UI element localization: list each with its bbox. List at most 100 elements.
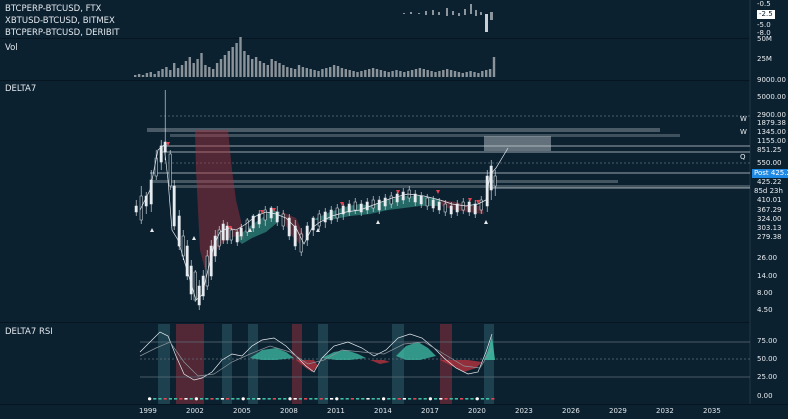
candle-body	[134, 205, 138, 213]
rsi-bull-fill-4	[484, 336, 495, 360]
time-marker	[397, 398, 401, 400]
pane-divider-rsi[interactable]	[0, 322, 788, 323]
time-marker-dot	[475, 397, 479, 401]
time-marker	[449, 398, 453, 400]
volume-bar	[340, 68, 344, 77]
volume-bar	[434, 72, 437, 77]
volume-pane-title[interactable]: Vol	[5, 43, 18, 53]
volume-bar	[282, 65, 285, 77]
candle-body	[299, 233, 303, 253]
time-marker	[465, 398, 469, 400]
time-marker	[361, 398, 365, 400]
volume-bar	[364, 70, 367, 77]
time-marker	[350, 398, 354, 400]
volume-bar	[243, 51, 246, 77]
time-marker	[402, 398, 406, 400]
volume-bar	[219, 59, 223, 77]
volume-bar	[266, 65, 269, 77]
candle-body	[389, 195, 393, 205]
volume-bar	[371, 68, 375, 77]
year-label: 2002	[186, 407, 204, 415]
volume-bar	[438, 71, 441, 77]
candle-body	[305, 225, 309, 241]
volume-bar	[336, 66, 340, 77]
year-label: 2014	[374, 407, 392, 415]
volume-bar	[262, 63, 266, 77]
candle-body	[263, 209, 267, 221]
volume-bar	[239, 37, 242, 77]
time-marker	[309, 398, 313, 400]
rsi-pane-title[interactable]: DELTA7 RSI	[5, 327, 53, 337]
year-label: 2026	[562, 407, 580, 415]
price-axis-label: 324.00	[757, 215, 782, 223]
volume-bar	[149, 72, 152, 77]
volume-bar	[332, 65, 336, 77]
volume-bar	[321, 69, 324, 77]
volume-bar	[137, 74, 141, 77]
volume-bar	[426, 70, 429, 77]
volume-bar	[461, 73, 464, 77]
volume-bar	[293, 69, 297, 77]
candle-body	[287, 217, 291, 237]
time-marker	[153, 398, 157, 400]
candle-body	[323, 211, 327, 223]
price-axis-label: 4.50	[757, 306, 773, 314]
rsi-signal-line	[139, 341, 493, 377]
volume-bar	[200, 53, 203, 77]
time-marker	[340, 398, 344, 400]
volume-bar	[430, 71, 433, 77]
volume-bar	[403, 72, 406, 77]
legend-symbol-bitmex[interactable]: XBTUSD-BTCUSD, BITMEX	[5, 16, 115, 26]
time-marker	[314, 398, 318, 400]
price-axis-background	[750, 0, 788, 404]
candle-body	[239, 227, 243, 237]
volume-bar	[247, 55, 250, 77]
candle-body	[235, 231, 239, 243]
candle-body	[479, 199, 483, 211]
volume-bar	[274, 61, 277, 77]
price-axis-label: 26.00	[757, 254, 778, 262]
delta-pane-title[interactable]: DELTA7	[5, 84, 37, 94]
candle-body	[245, 219, 249, 233]
time-marker	[226, 398, 230, 400]
volume-bars	[134, 37, 496, 77]
price-axis-label: 425.22	[757, 178, 782, 186]
volume-bar	[485, 70, 488, 77]
vol-axis-label-25m: 25M	[757, 55, 772, 63]
candle-body	[473, 203, 477, 215]
price-axis-label: 410.01	[757, 196, 782, 204]
year-label: 2017	[421, 407, 439, 415]
price-axis-label: 1155.00	[757, 137, 786, 145]
time-marker	[272, 398, 276, 400]
rsi-axis-label-75: 75.00	[757, 337, 778, 345]
candle-body	[251, 215, 255, 229]
volume-bar	[235, 43, 238, 77]
top-axis-label-highlighted: -2.5	[757, 10, 775, 19]
volume-bar	[176, 68, 180, 77]
volume-bar	[145, 73, 149, 77]
candle-body	[275, 211, 279, 223]
pane-divider-time[interactable]	[0, 404, 788, 405]
legend-symbol-deribit[interactable]: BTCPERP-BTCUSD, DERIBIT	[5, 28, 120, 38]
time-marker	[480, 398, 484, 400]
pane-divider-volume[interactable]	[0, 80, 788, 81]
bar-countdown: 85d 23h	[752, 187, 785, 196]
rsi-highlights	[158, 324, 494, 404]
candle-body	[395, 193, 399, 203]
time-marker	[486, 398, 490, 400]
candle-body	[193, 271, 197, 301]
price-line	[139, 144, 509, 301]
legend-symbol-ftx[interactable]: BTCPERP-BTCUSD, FTX	[5, 4, 102, 14]
volume-bar	[227, 51, 230, 77]
volume-bar	[305, 68, 308, 77]
candle-body	[467, 201, 471, 213]
pane-divider-top[interactable]	[0, 38, 788, 39]
volume-bar	[383, 71, 386, 77]
time-marker	[319, 398, 323, 400]
time-marker	[184, 398, 188, 400]
time-marker	[293, 398, 297, 400]
time-marker	[200, 398, 204, 400]
time-marker	[278, 398, 282, 400]
volume-bar	[473, 72, 476, 77]
